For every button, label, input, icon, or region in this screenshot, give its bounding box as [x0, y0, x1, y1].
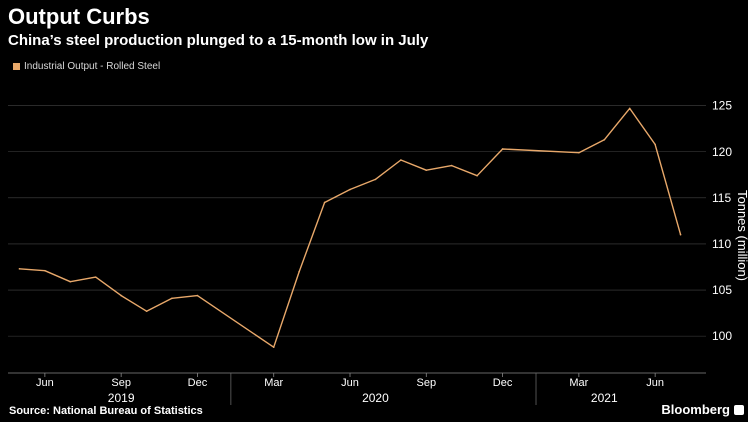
y-tick-label: 120 — [712, 145, 732, 159]
x-tick-label: Mar — [264, 377, 283, 389]
brand-logo-icon — [734, 404, 744, 415]
legend: Industrial Output - Rolled Steel — [13, 61, 160, 72]
x-year-label: 2020 — [362, 391, 389, 405]
x-year-label: 2021 — [591, 391, 618, 405]
chart-subtitle: China’s steel production plunged to a 15… — [8, 32, 429, 49]
x-tick-label: Mar — [569, 377, 588, 389]
data-point — [450, 164, 453, 167]
data-point — [196, 294, 199, 297]
y-tick-label: 115 — [712, 191, 731, 205]
source-note: Source: National Bureau of Statistics — [9, 405, 203, 417]
y-tick-label: 125 — [712, 99, 732, 113]
y-axis-label: Tonnes (million) — [735, 190, 748, 281]
y-tick-label: 100 — [712, 329, 732, 343]
data-point — [120, 294, 122, 297]
data-point — [298, 270, 300, 273]
chart-title: Output Curbs — [8, 4, 150, 29]
data-point — [400, 159, 402, 161]
series-line-rolled-steel — [19, 107, 682, 348]
data-point — [18, 268, 21, 270]
data-point — [628, 107, 631, 110]
x-tick-label: Sep — [417, 377, 437, 389]
x-tick-label: Dec — [493, 377, 513, 389]
data-point — [425, 169, 428, 171]
data-point — [145, 310, 148, 313]
data-point — [603, 138, 606, 141]
data-point — [476, 174, 478, 177]
legend-label: Industrial Output - Rolled Steel — [24, 61, 161, 72]
x-tick-label: Jun — [36, 377, 54, 389]
data-point — [44, 269, 46, 272]
data-point — [94, 276, 97, 278]
data-point — [501, 148, 504, 150]
y-tick-label: 110 — [712, 237, 731, 251]
brand-label: Bloomberg — [661, 402, 730, 417]
brand: Bloomberg — [661, 402, 744, 417]
data-point — [654, 143, 656, 146]
data-point — [679, 233, 682, 236]
x-tick-label: Jun — [646, 377, 664, 389]
legend-swatch — [13, 63, 20, 70]
data-point — [323, 201, 326, 204]
data-point — [374, 178, 377, 181]
data-point — [171, 297, 173, 300]
x-year-label: 2019 — [108, 391, 135, 405]
data-point — [69, 280, 72, 283]
x-tick-label: Sep — [111, 377, 131, 389]
x-tick-label: Dec — [188, 377, 208, 389]
data-point — [578, 151, 580, 154]
data-point — [349, 188, 351, 191]
data-point — [272, 346, 275, 348]
x-tick-label: Jun — [341, 377, 359, 389]
y-tick-label: 105 — [712, 283, 732, 297]
